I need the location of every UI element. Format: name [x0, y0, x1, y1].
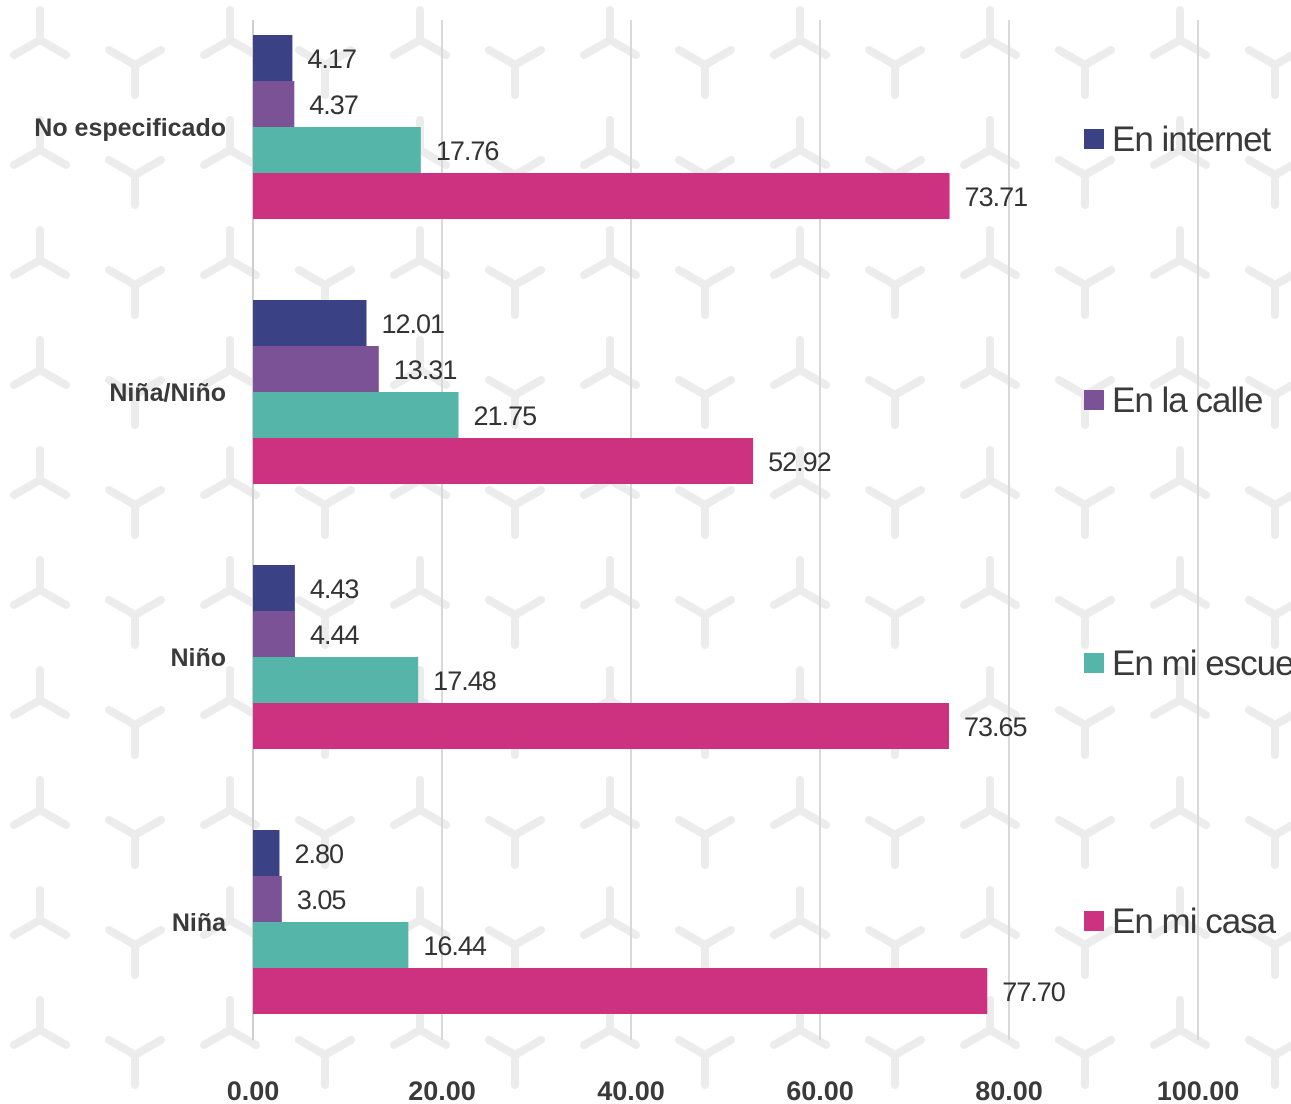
bar-1-3 — [253, 438, 754, 484]
legend-swatch-3 — [1084, 911, 1104, 931]
bar-0-3 — [253, 173, 950, 219]
bar-3-2 — [253, 922, 409, 968]
legend: En internet En la calle En mi escuela En mi… — [1084, 120, 1291, 941]
category-label-1: Niña/Niño — [109, 379, 226, 407]
bar-3-0 — [253, 830, 280, 876]
bar-1-1 — [253, 346, 379, 392]
bar-1-0 — [253, 300, 367, 346]
x-tick-label-1: 20.00 — [408, 1076, 476, 1104]
data-label-2-3: 73.65 — [964, 712, 1027, 742]
x-tick-label-4: 80.00 — [975, 1076, 1043, 1104]
data-label-2-0: 4.43 — [310, 574, 359, 604]
data-label-3-0: 2.80 — [294, 839, 343, 869]
data-label-0-2: 17.76 — [436, 136, 499, 166]
data-label-1-2: 21.75 — [474, 401, 537, 431]
legend-label-2: En mi escuela — [1112, 644, 1291, 683]
bar-0-2 — [253, 127, 421, 173]
category-label-2: Niño — [170, 644, 226, 672]
bar-3-3 — [253, 968, 988, 1014]
data-label-1-3: 52.92 — [768, 447, 831, 477]
data-label-1-0: 12.01 — [381, 309, 444, 339]
bar-1-2 — [253, 392, 459, 438]
category-labels: No especificado Niña/Niño Niño Niña — [34, 114, 227, 937]
data-label-3-2: 16.44 — [423, 931, 487, 961]
data-label-0-0: 4.17 — [307, 44, 356, 74]
legend-label-0: En internet — [1112, 120, 1272, 159]
bar-0-0 — [253, 35, 293, 81]
data-label-1-1: 13.31 — [394, 355, 457, 385]
x-tick-label-3: 60.00 — [786, 1076, 854, 1104]
legend-swatch-1 — [1084, 390, 1104, 410]
legend-label-3: En mi casa — [1112, 902, 1277, 941]
x-tick-label-0: 0.00 — [227, 1076, 280, 1104]
value-labels: 4.17 4.37 17.76 73.71 12.01 13.31 21.75 52.92 4.… — [294, 44, 1065, 1007]
legend-label-1: En la calle — [1112, 381, 1262, 420]
legend-swatch-0 — [1084, 129, 1104, 149]
data-label-2-2: 17.48 — [433, 666, 496, 696]
bar-3-1 — [253, 876, 282, 922]
data-label-0-1: 4.37 — [309, 90, 358, 120]
category-label-3: Niña — [172, 909, 227, 937]
bar-2-2 — [253, 657, 419, 703]
data-label-2-1: 4.44 — [310, 620, 360, 650]
bar-2-3 — [253, 703, 949, 749]
x-axis-tick-labels: 0.00 20.00 40.00 60.00 80.00 100.00 — [227, 1076, 1240, 1104]
data-label-0-3: 73.71 — [965, 182, 1028, 212]
bar-2-1 — [253, 611, 295, 657]
bar-0-1 — [253, 81, 295, 127]
category-label-0: No especificado — [34, 114, 226, 142]
x-tick-label-2: 40.00 — [597, 1076, 665, 1104]
bars — [253, 35, 988, 1014]
data-label-3-1: 3.05 — [297, 885, 346, 915]
legend-swatch-2 — [1084, 653, 1104, 673]
x-tick-label-5: 100.00 — [1157, 1076, 1240, 1104]
bar-2-0 — [253, 565, 295, 611]
data-label-3-3: 77.70 — [1002, 977, 1065, 1007]
